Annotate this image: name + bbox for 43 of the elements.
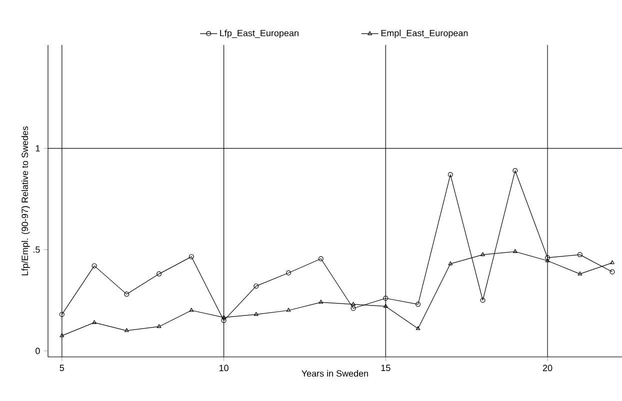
legend-label: Empl_East_European (381, 30, 468, 38)
point (350, 306, 356, 311)
point (124, 292, 130, 297)
point (318, 300, 324, 304)
point (416, 326, 420, 330)
point (254, 284, 259, 289)
x-tick-label: 5 (60, 364, 64, 372)
x-tick-label: 10 (219, 364, 228, 372)
point (189, 308, 194, 312)
point (480, 252, 485, 256)
point (156, 324, 162, 328)
point (545, 255, 550, 260)
point (448, 261, 453, 266)
point (545, 258, 550, 262)
point (448, 172, 453, 178)
x-axis-title: Years in Sweden (302, 370, 368, 377)
point (156, 271, 162, 276)
point (222, 314, 226, 319)
point (416, 302, 421, 307)
point (383, 296, 388, 301)
point (480, 298, 486, 303)
y-tick-label: 0 (36, 348, 40, 354)
point (188, 254, 194, 260)
point (577, 252, 582, 258)
x-tick-label: 15 (381, 364, 390, 372)
legend-label: Lfp_East_European (220, 30, 298, 38)
point (512, 168, 518, 174)
x-tick-label: 20 (542, 364, 552, 372)
y-tick-label: .5 (34, 246, 40, 253)
point (578, 271, 582, 276)
y-tick-label: 1 (36, 145, 40, 152)
point (351, 302, 356, 306)
point (383, 304, 388, 308)
point (92, 320, 97, 324)
point (286, 308, 291, 312)
point (512, 249, 518, 254)
point (92, 263, 97, 268)
y-axis-title: Lfp/Empl. (90-97) Relative to Swedes (21, 126, 30, 276)
point (124, 328, 129, 332)
point (254, 312, 258, 316)
point (221, 318, 226, 324)
point (318, 256, 324, 262)
point (286, 270, 292, 276)
